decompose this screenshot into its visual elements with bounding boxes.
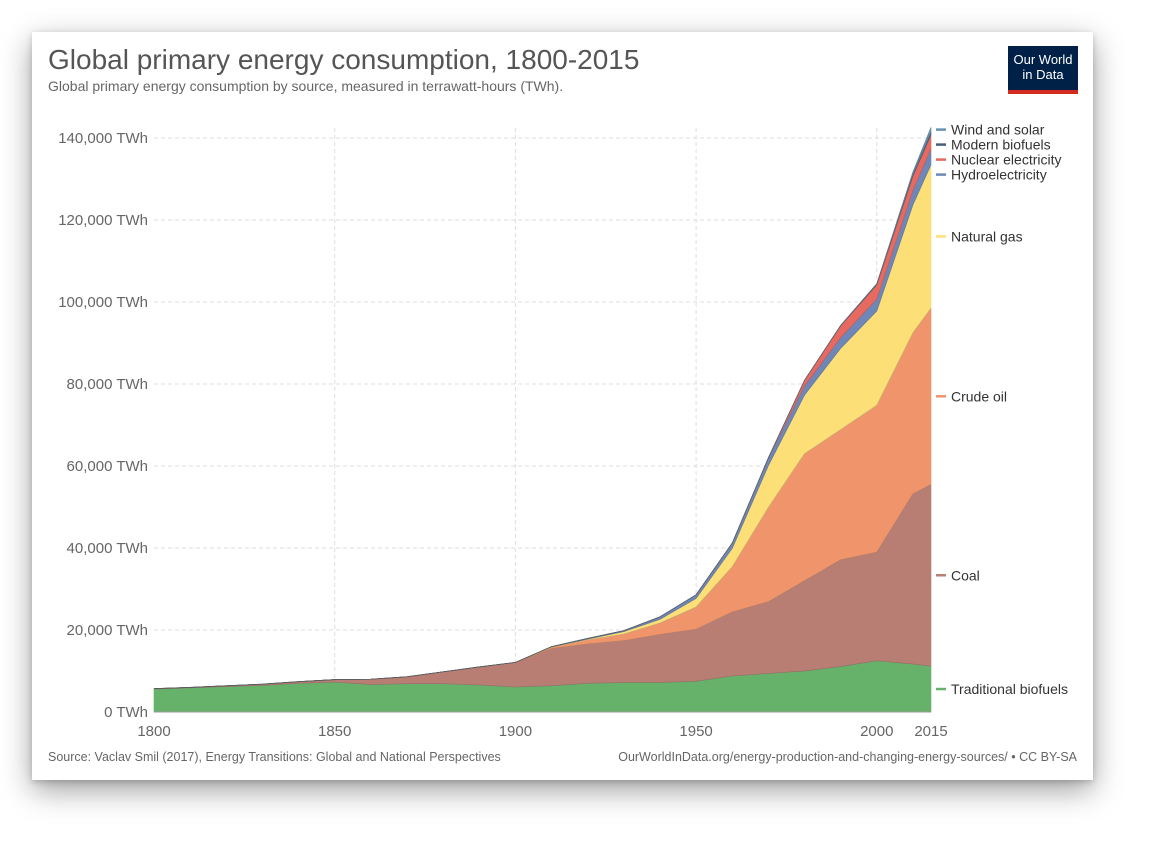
legend-label-natural-gas[interactable]: Natural gas [951,228,1023,244]
area-boundary-line [153,131,932,689]
area-boundary-line [153,307,932,689]
source-url-link[interactable]: OurWorldInData.org/energy-production-and… [618,750,1077,764]
area-boundary-line [153,484,932,689]
y-tick-label: 140,000 TWh [58,130,148,147]
x-tick-label: 1850 [318,723,351,740]
x-tick-label: 2015 [914,723,947,740]
chart-card: Global primary energy consumption, 1800-… [32,32,1093,780]
y-tick-label: 0 TWh [104,704,148,721]
legend-label-wind-and-solar[interactable]: Wind and solar [951,122,1045,138]
x-tick-label: 2000 [860,723,893,740]
area-layer [153,127,932,713]
area-boundary-line [153,134,932,689]
area-boundary-line [153,148,932,689]
stacked-area-chart: 0 TWh 20,000 TWh 40,000 TWh 60,000 TWh 80,00… [58,122,1068,740]
area-boundary-line [153,660,932,690]
legend-label-crude-oil[interactable]: Crude oil [951,388,1007,404]
y-tick-label: 40,000 TWh [67,540,148,557]
y-tick-label: 100,000 TWh [58,294,148,311]
area-boundary-line [153,127,932,689]
area-wind-and-solar[interactable] [153,127,932,689]
legend-label-modern-biofuels[interactable]: Modern biofuels [951,137,1051,153]
logo-accent-bar [1008,90,1078,94]
page-title: Global primary energy consumption, 1800-… [48,44,640,75]
legend-label-coal[interactable]: Coal [951,567,980,583]
source-note: Source: Vaclav Smil (2017), Energy Trans… [48,750,501,764]
area-boundary-line [153,164,932,689]
legend-layer: Traditional biofuels Coal Crude oil Natural… [936,122,1068,697]
logo-line-1: Our World [1013,52,1073,67]
legend-label-nuclear-electricity[interactable]: Nuclear electricity [951,152,1061,168]
y-tick-label: 120,000 TWh [58,212,148,229]
page-subtitle: Global primary energy consumption by sou… [48,78,564,94]
owid-logo[interactable]: Our World in Data [1008,46,1078,94]
x-tick-label: 1900 [499,723,532,740]
x-tick-label: 1950 [679,723,712,740]
axis-layer: 0 TWh 20,000 TWh 40,000 TWh 60,000 TWh 80,00… [58,130,947,740]
legend-label-traditional-biofuels[interactable]: Traditional biofuels [951,681,1068,697]
legend-label-hydroelectricity[interactable]: Hydroelectricity [951,167,1047,183]
y-tick-label: 60,000 TWh [67,458,148,475]
y-tick-label: 20,000 TWh [67,622,148,639]
logo-line-2: in Data [1022,67,1064,82]
x-tick-label: 1800 [137,723,170,740]
y-tick-label: 80,000 TWh [67,376,148,393]
